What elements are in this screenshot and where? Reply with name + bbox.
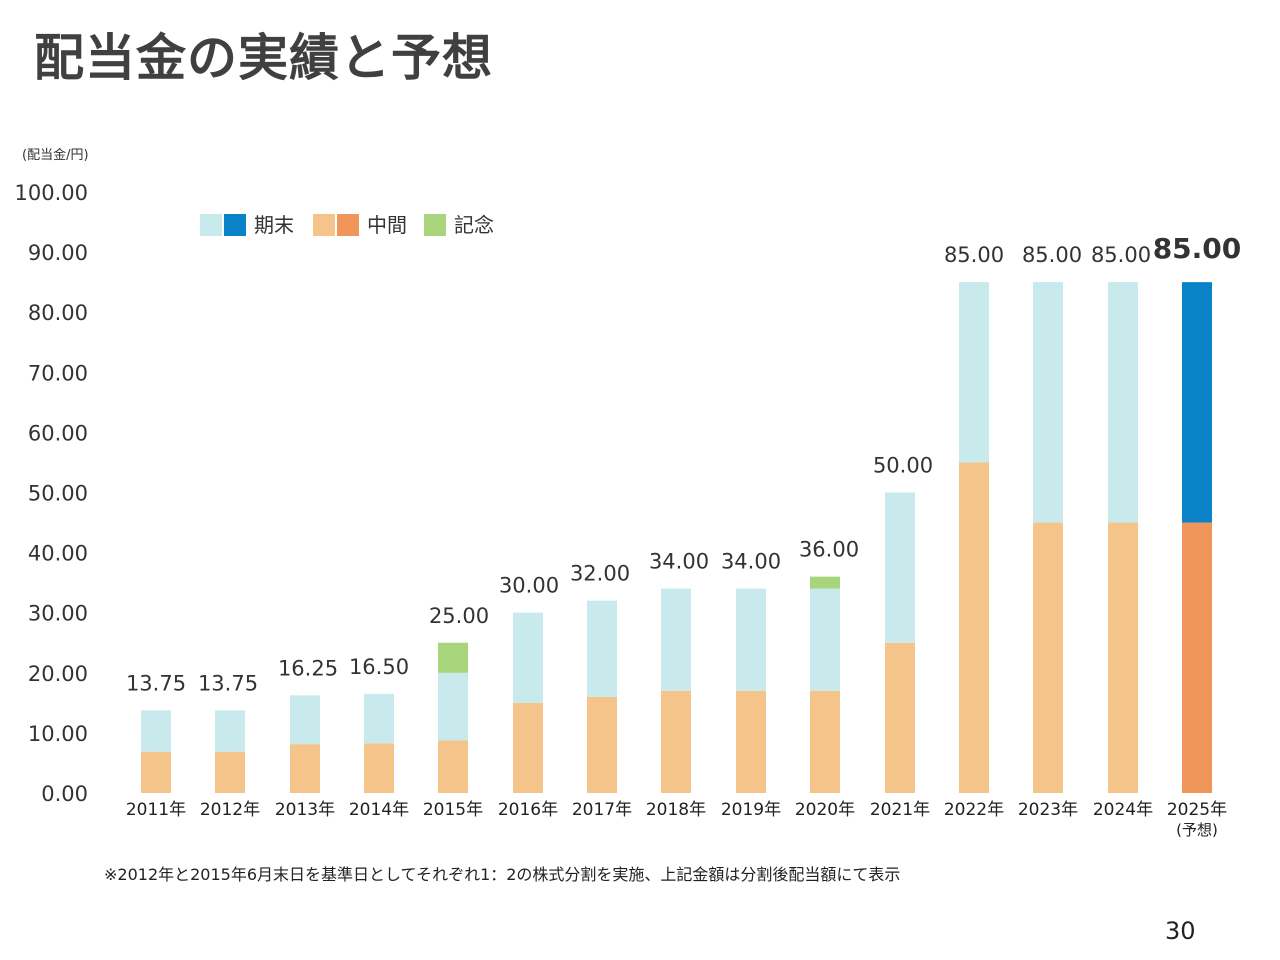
bar-total-label: 25.00	[429, 604, 489, 628]
bar-year-end	[959, 282, 989, 463]
y-tick-label: 30.00	[28, 602, 88, 626]
x-tick-label: 2020年	[795, 800, 855, 820]
x-tick-label: 2015年	[423, 800, 483, 820]
bar-total-label: 16.25	[278, 656, 338, 680]
x-tick-label: 2012年	[200, 800, 260, 820]
legend-swatch	[424, 214, 446, 236]
x-tick-label: 2021年	[870, 800, 930, 820]
bar-total-label: 85.00	[1091, 243, 1151, 267]
bar-year-end	[810, 588, 840, 691]
bar-year-end	[215, 710, 245, 752]
bar-total-label: 13.75	[126, 671, 186, 695]
legend-label: 期末	[254, 213, 294, 237]
x-tick-note: (予想)	[1176, 821, 1218, 839]
x-tick-label: 2016年	[498, 800, 558, 820]
bar-interim	[1033, 522, 1063, 793]
legend-swatch	[337, 214, 359, 236]
bar-year-end	[290, 695, 320, 745]
bar-interim	[1182, 522, 1212, 793]
x-tick-label: 2025年	[1167, 800, 1227, 820]
bar-interim	[290, 744, 320, 793]
x-tick-label: 2018年	[646, 800, 706, 820]
y-tick-label: 10.00	[28, 722, 88, 746]
bar-year-end	[587, 600, 617, 697]
y-tick-label: 90.00	[28, 241, 88, 265]
y-tick-label: 100.00	[15, 181, 88, 205]
bar-commemorative	[438, 642, 468, 673]
bar-year-end	[1182, 282, 1212, 523]
bar-interim	[513, 702, 543, 793]
bar-year-end	[1108, 282, 1138, 523]
legend-swatch	[224, 214, 246, 236]
bar-total-label: 30.00	[499, 574, 559, 598]
x-tick-label: 2013年	[275, 800, 335, 820]
bar-interim	[810, 690, 840, 793]
bar-interim	[141, 751, 171, 793]
bar-year-end	[1033, 282, 1063, 523]
bar-interim	[587, 696, 617, 793]
x-tick-label: 2024年	[1093, 800, 1153, 820]
bar-total-label: 34.00	[649, 550, 709, 574]
y-tick-label: 0.00	[41, 782, 88, 806]
bar-total-label: 85.00	[944, 243, 1004, 267]
bar-year-end	[364, 693, 394, 744]
bar-interim	[885, 642, 915, 793]
bar-commemorative	[810, 576, 840, 589]
bar-interim	[959, 462, 989, 793]
bar-year-end	[513, 612, 543, 703]
page-title: 配当金の実績と予想	[34, 29, 493, 87]
bar-interim	[438, 740, 468, 793]
bar-year-end	[736, 588, 766, 691]
x-tick-label: 2022年	[944, 800, 1004, 820]
x-tick-label: 2019年	[721, 800, 781, 820]
bar-total-label: 50.00	[873, 454, 933, 478]
x-tick-label: 2023年	[1018, 800, 1078, 820]
bar-total-label: 32.00	[570, 562, 630, 586]
y-tick-label: 80.00	[28, 301, 88, 325]
legend-label: 中間	[367, 213, 407, 237]
bar-interim	[215, 751, 245, 793]
y-tick-label: 20.00	[28, 662, 88, 686]
bar-total-label: 85.00	[1022, 243, 1082, 267]
bar-year-end	[438, 672, 468, 741]
bar-interim	[736, 690, 766, 793]
bar-total-label: 16.50	[349, 655, 409, 679]
bar-total-label: 34.00	[721, 550, 781, 574]
page-number: 30	[1165, 917, 1196, 945]
y-axis-unit-label: (配当金/円)	[22, 147, 89, 163]
bar-total-label: 85.00	[1153, 232, 1242, 265]
bar-year-end	[885, 492, 915, 643]
bar-interim	[1108, 522, 1138, 793]
y-tick-label: 40.00	[28, 542, 88, 566]
bar-interim	[661, 690, 691, 793]
y-tick-label: 50.00	[28, 482, 88, 506]
footnote: ※2012年と2015年6月末日を基準日としてそれぞれ1：2の株式分割を実施、上…	[104, 865, 901, 884]
bar-year-end	[141, 710, 171, 752]
x-tick-label: 2017年	[572, 800, 632, 820]
y-tick-label: 60.00	[28, 421, 88, 445]
legend-swatch	[200, 214, 222, 236]
legend-swatch	[313, 214, 335, 236]
bar-year-end	[661, 588, 691, 691]
bar-total-label: 36.00	[799, 538, 859, 562]
y-tick-label: 70.00	[28, 361, 88, 385]
x-tick-label: 2011年	[126, 800, 186, 820]
legend-label: 記念	[454, 213, 494, 237]
bar-interim	[364, 743, 394, 793]
x-tick-label: 2014年	[349, 800, 409, 820]
bar-total-label: 13.75	[198, 671, 258, 695]
